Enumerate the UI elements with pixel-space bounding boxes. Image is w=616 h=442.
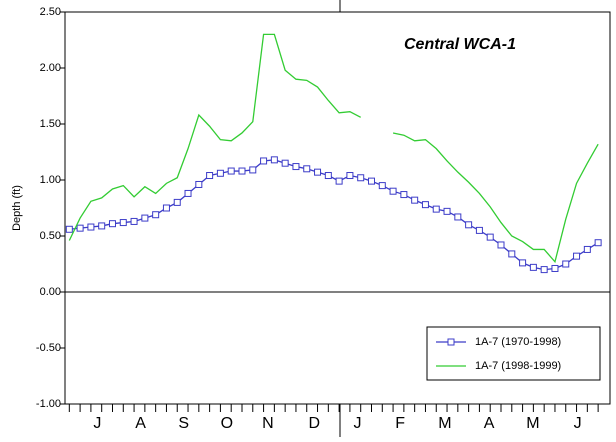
point-marker: [260, 157, 268, 165]
x-tick-label: D: [309, 415, 321, 432]
y-tick-label: 0.00: [40, 286, 61, 298]
x-tick-label: M: [438, 415, 451, 432]
point-marker: [465, 221, 473, 229]
point-marker: [173, 198, 181, 206]
plot-frame: [64, 11, 611, 405]
series-line: [68, 33, 599, 264]
y-axis-label: Depth (ft): [11, 185, 23, 231]
point-marker: [432, 205, 440, 213]
point-marker: [411, 196, 419, 204]
point-marker: [421, 201, 429, 209]
y-tick-label: 1.00: [40, 174, 61, 186]
y-tick-label: -1.00: [36, 398, 61, 410]
point-marker: [335, 177, 343, 185]
point-marker: [583, 245, 591, 253]
legend-marker: [447, 338, 455, 346]
point-marker: [216, 169, 224, 177]
legend: 1A-7 (1970-1998) 1A-7 (1998-1999): [426, 326, 601, 381]
point-marker: [475, 226, 483, 234]
point-marker: [281, 159, 289, 167]
point-marker: [357, 174, 365, 182]
legend-box: [426, 326, 601, 381]
legend-label: 1A-7 (1970-1998): [475, 336, 561, 348]
y-tick-label: 0.50: [40, 230, 61, 242]
point-marker: [529, 263, 537, 271]
x-tick-label: N: [262, 415, 274, 432]
point-marker: [497, 241, 505, 249]
point-marker: [162, 204, 170, 212]
point-marker: [119, 219, 127, 227]
legend-label: 1A-7 (1998-1999): [475, 360, 561, 372]
x-tick-label: F: [395, 415, 405, 432]
y-tick-label: 2.00: [40, 62, 61, 74]
point-marker: [573, 252, 581, 260]
point-marker: [141, 214, 149, 222]
point-marker: [108, 220, 116, 228]
point-marker: [87, 223, 95, 231]
point-marker: [206, 172, 214, 180]
point-marker: [98, 222, 106, 230]
point-marker: [130, 217, 138, 225]
y-tick-label: 2.50: [40, 6, 61, 18]
point-marker: [367, 177, 375, 185]
x-tick-label: J: [353, 415, 361, 432]
y-tick-label: -0.50: [36, 342, 61, 354]
point-marker: [314, 168, 322, 176]
point-marker: [184, 189, 192, 197]
point-marker: [227, 167, 235, 175]
x-tick-label: A: [484, 415, 495, 432]
x-tick-label: S: [178, 415, 189, 432]
point-marker: [400, 191, 408, 199]
point-marker: [562, 260, 570, 268]
point-marker: [65, 225, 73, 233]
x-tick-label: J: [574, 415, 582, 432]
point-marker: [508, 250, 516, 258]
x-tick-label: J: [93, 415, 101, 432]
point-marker: [486, 233, 494, 241]
point-marker: [540, 266, 548, 274]
point-marker: [292, 163, 300, 171]
x-tick-label: O: [221, 415, 233, 432]
y-tick-label: 1.50: [40, 118, 61, 130]
point-marker: [249, 166, 257, 174]
x-tick-label: M: [526, 415, 539, 432]
x-tick-label: A: [135, 415, 146, 432]
point-marker: [303, 165, 311, 173]
point-marker: [346, 172, 354, 180]
point-marker: [238, 167, 246, 175]
chart-title: Central WCA-1: [404, 36, 516, 53]
point-marker: [551, 264, 559, 272]
point-marker: [443, 207, 451, 215]
point-marker: [324, 172, 332, 180]
point-marker: [389, 187, 397, 195]
point-marker: [76, 224, 84, 232]
point-marker: [378, 182, 386, 190]
point-marker: [152, 211, 160, 219]
point-marker: [454, 213, 462, 221]
point-marker: [195, 180, 203, 188]
point-marker: [594, 239, 602, 247]
point-marker: [519, 259, 527, 267]
point-marker: [270, 156, 278, 164]
